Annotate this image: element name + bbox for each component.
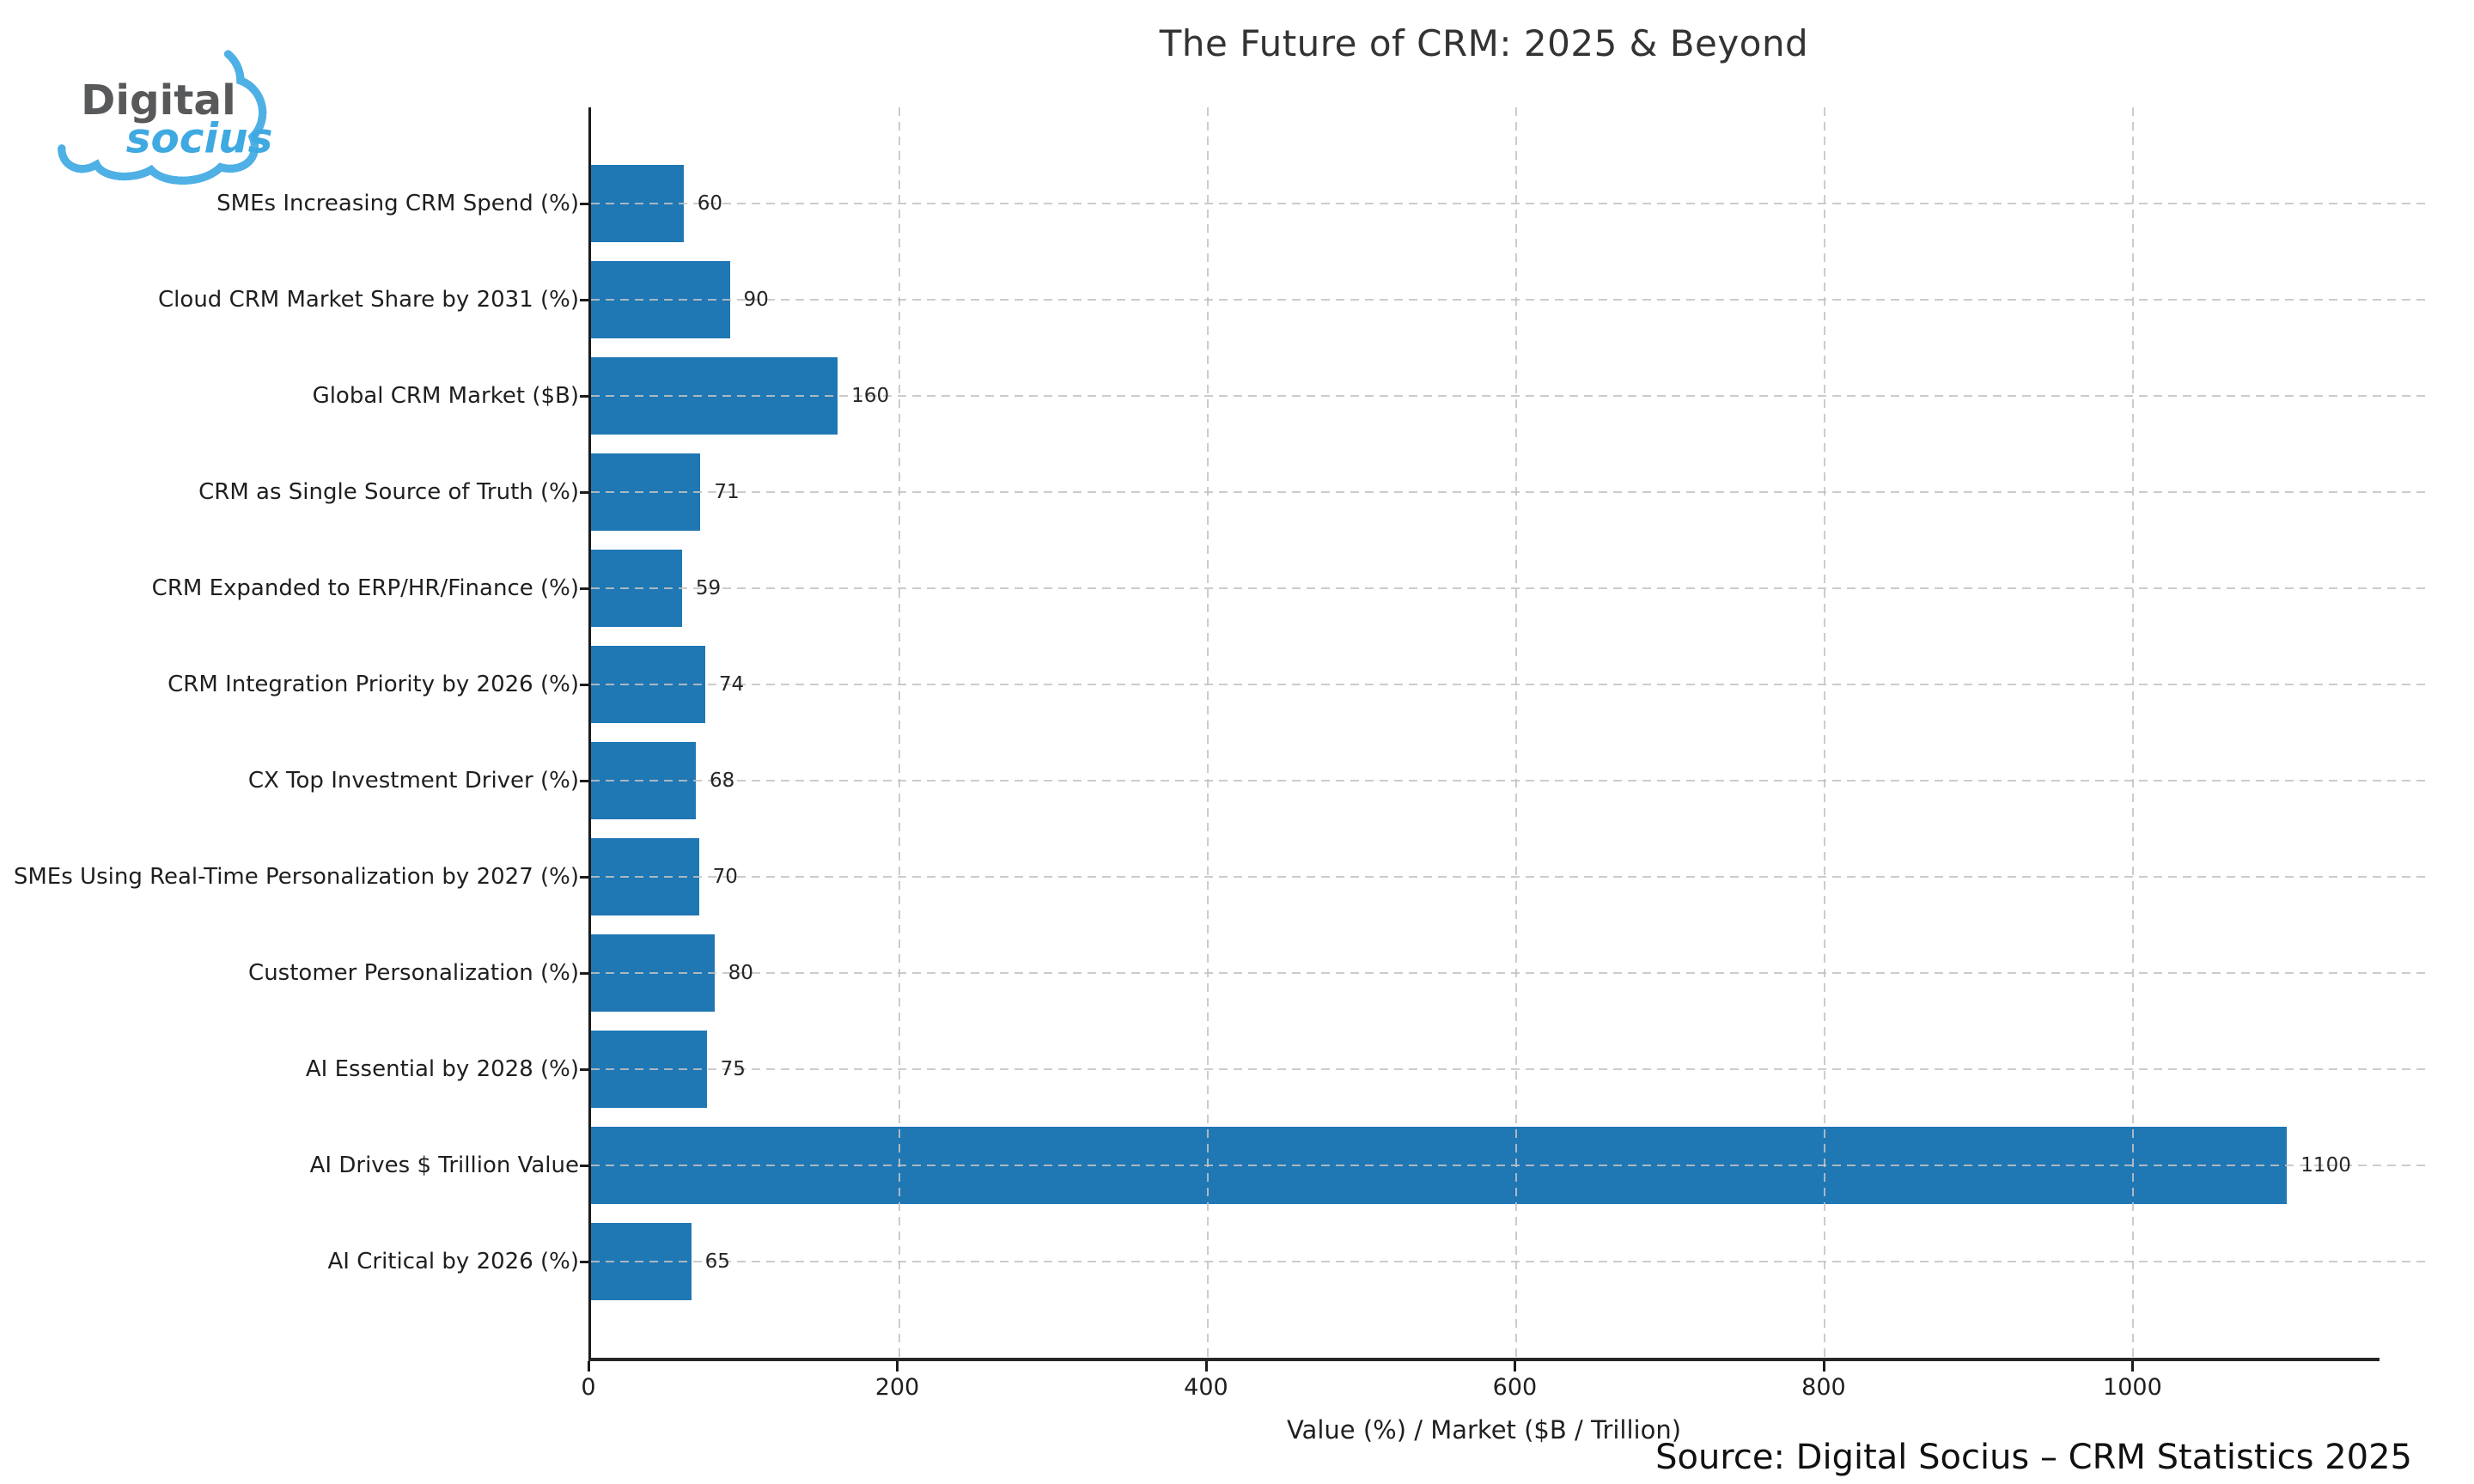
y-tick-mark — [580, 203, 590, 205]
x-tick-label: 600 — [1492, 1374, 1538, 1401]
y-tick-mark — [580, 1165, 590, 1167]
horizontal-gridline — [591, 587, 2427, 589]
bar-row: Global CRM Market ($B) 160 — [313, 348, 2427, 444]
bar — [591, 550, 682, 627]
y-tick-mark — [580, 684, 590, 686]
plot-area: SMEs Increasing CRM Spend (%) 60 Cloud CRM… — [14, 107, 2427, 1361]
bar — [591, 1127, 2288, 1204]
value-label: 68 — [710, 769, 735, 792]
bar-row: SMEs Using Real-Time Personalization by … — [14, 829, 2427, 925]
bar — [591, 357, 838, 435]
x-tick-mark — [1514, 1361, 1517, 1371]
x-tick-mark — [2131, 1361, 2135, 1371]
bar-row: SMEs Increasing CRM Spend (%) 60 — [216, 155, 2427, 252]
bar-row: Cloud CRM Market Share by 2031 (%) 90 — [158, 252, 2427, 348]
value-label: 59 — [695, 577, 722, 599]
value-label: 75 — [720, 1058, 746, 1080]
horizontal-gridline — [591, 1068, 2427, 1070]
category-label: AI Critical by 2026 (%) — [327, 1249, 580, 1274]
category-label: CRM as Single Source of Truth (%) — [198, 479, 579, 505]
bar-row: CX Top Investment Driver (%) 68 — [248, 733, 2427, 829]
y-tick-mark — [580, 587, 590, 590]
y-tick-mark — [580, 299, 590, 301]
bar-row: CRM Integration Priority by 2026 (%) 74 — [168, 636, 2427, 733]
value-label: 80 — [728, 962, 753, 984]
bar — [591, 1223, 692, 1300]
value-label: 1100 — [2300, 1154, 2351, 1177]
category-label: AI Drives $ Trillion Value — [309, 1153, 579, 1178]
logo-word-digital: Digital — [81, 76, 236, 125]
category-label: CX Top Investment Driver (%) — [247, 768, 579, 794]
bar — [591, 165, 684, 242]
cloud-logo-icon: Digital socius — [22, 7, 273, 189]
category-label: Customer Personalization (%) — [248, 960, 579, 986]
bar-row: AI Critical by 2026 (%) 65 — [328, 1213, 2427, 1310]
bar-row: CRM Expanded to ERP/HR/Finance (%) 59 — [152, 540, 2427, 636]
category-label: Cloud CRM Market Share by 2031 (%) — [158, 287, 579, 313]
x-tick-label: 800 — [1801, 1374, 1846, 1401]
bar — [591, 838, 699, 915]
source-note: Source: Digital Socius – CRM Statistics … — [1655, 1438, 2412, 1477]
y-tick-mark — [580, 395, 590, 398]
category-label: AI Essential by 2028 (%) — [305, 1056, 579, 1082]
value-label: 71 — [714, 481, 740, 503]
bar-row: Customer Personalization (%) 80 — [248, 925, 2427, 1021]
category-label: SMEs Using Real-Time Personalization by … — [13, 864, 579, 890]
value-label: 70 — [712, 866, 738, 888]
x-tick-mark — [896, 1361, 899, 1371]
horizontal-gridline — [591, 684, 2427, 685]
x-tick-label: 0 — [581, 1374, 596, 1401]
horizontal-gridline — [591, 1261, 2427, 1262]
category-label: CRM Integration Priority by 2026 (%) — [168, 672, 579, 697]
x-tick-mark — [1204, 1361, 1208, 1371]
bar — [591, 261, 730, 338]
x-axis-label: Value (%) / Market ($B / Trillion) — [1286, 1415, 1682, 1444]
y-tick-mark — [580, 491, 590, 494]
bar — [591, 934, 715, 1012]
x-tick-label: 1000 — [2103, 1374, 2162, 1401]
x-tick-mark — [1822, 1361, 1825, 1371]
value-label: 60 — [697, 192, 722, 215]
bar-row: CRM as Single Source of Truth (%) 71 — [198, 444, 2427, 540]
horizontal-gridline — [591, 876, 2427, 878]
y-tick-mark — [580, 876, 590, 879]
y-tick-mark — [580, 780, 590, 782]
horizontal-gridline — [591, 203, 2427, 204]
bar — [591, 453, 701, 531]
bar — [591, 1031, 707, 1108]
horizontal-gridline — [591, 491, 2427, 493]
y-tick-mark — [580, 1261, 590, 1263]
horizontal-gridline — [591, 299, 2427, 301]
bar-rows: SMEs Increasing CRM Spend (%) 60 Cloud CRM… — [14, 155, 2427, 1310]
bar-row: AI Essential by 2028 (%) 75 — [306, 1021, 2427, 1117]
category-label: SMEs Increasing CRM Spend (%) — [216, 191, 579, 216]
value-label: 65 — [704, 1250, 730, 1273]
digital-socius-logo: Digital socius — [22, 7, 289, 189]
value-label: 90 — [743, 289, 769, 311]
horizontal-gridline — [591, 780, 2427, 782]
value-label: 74 — [718, 673, 745, 696]
y-tick-mark — [580, 1068, 590, 1071]
x-tick-label: 200 — [874, 1374, 920, 1401]
y-tick-mark — [580, 972, 590, 975]
logo-word-socius: socius — [126, 115, 273, 163]
horizontal-gridline — [591, 972, 2427, 974]
category-label: Global CRM Market ($B) — [312, 383, 579, 409]
chart-title: The Future of CRM: 2025 & Beyond — [1159, 22, 1809, 64]
value-label: 160 — [851, 385, 890, 407]
category-label: CRM Expanded to ERP/HR/Finance (%) — [151, 575, 579, 601]
bar — [591, 646, 705, 723]
bar — [591, 742, 697, 819]
bar-row: AI Drives $ Trillion Value 1100 — [310, 1117, 2427, 1213]
x-tick-mark — [588, 1361, 590, 1371]
x-tick-label: 400 — [1184, 1374, 1228, 1401]
